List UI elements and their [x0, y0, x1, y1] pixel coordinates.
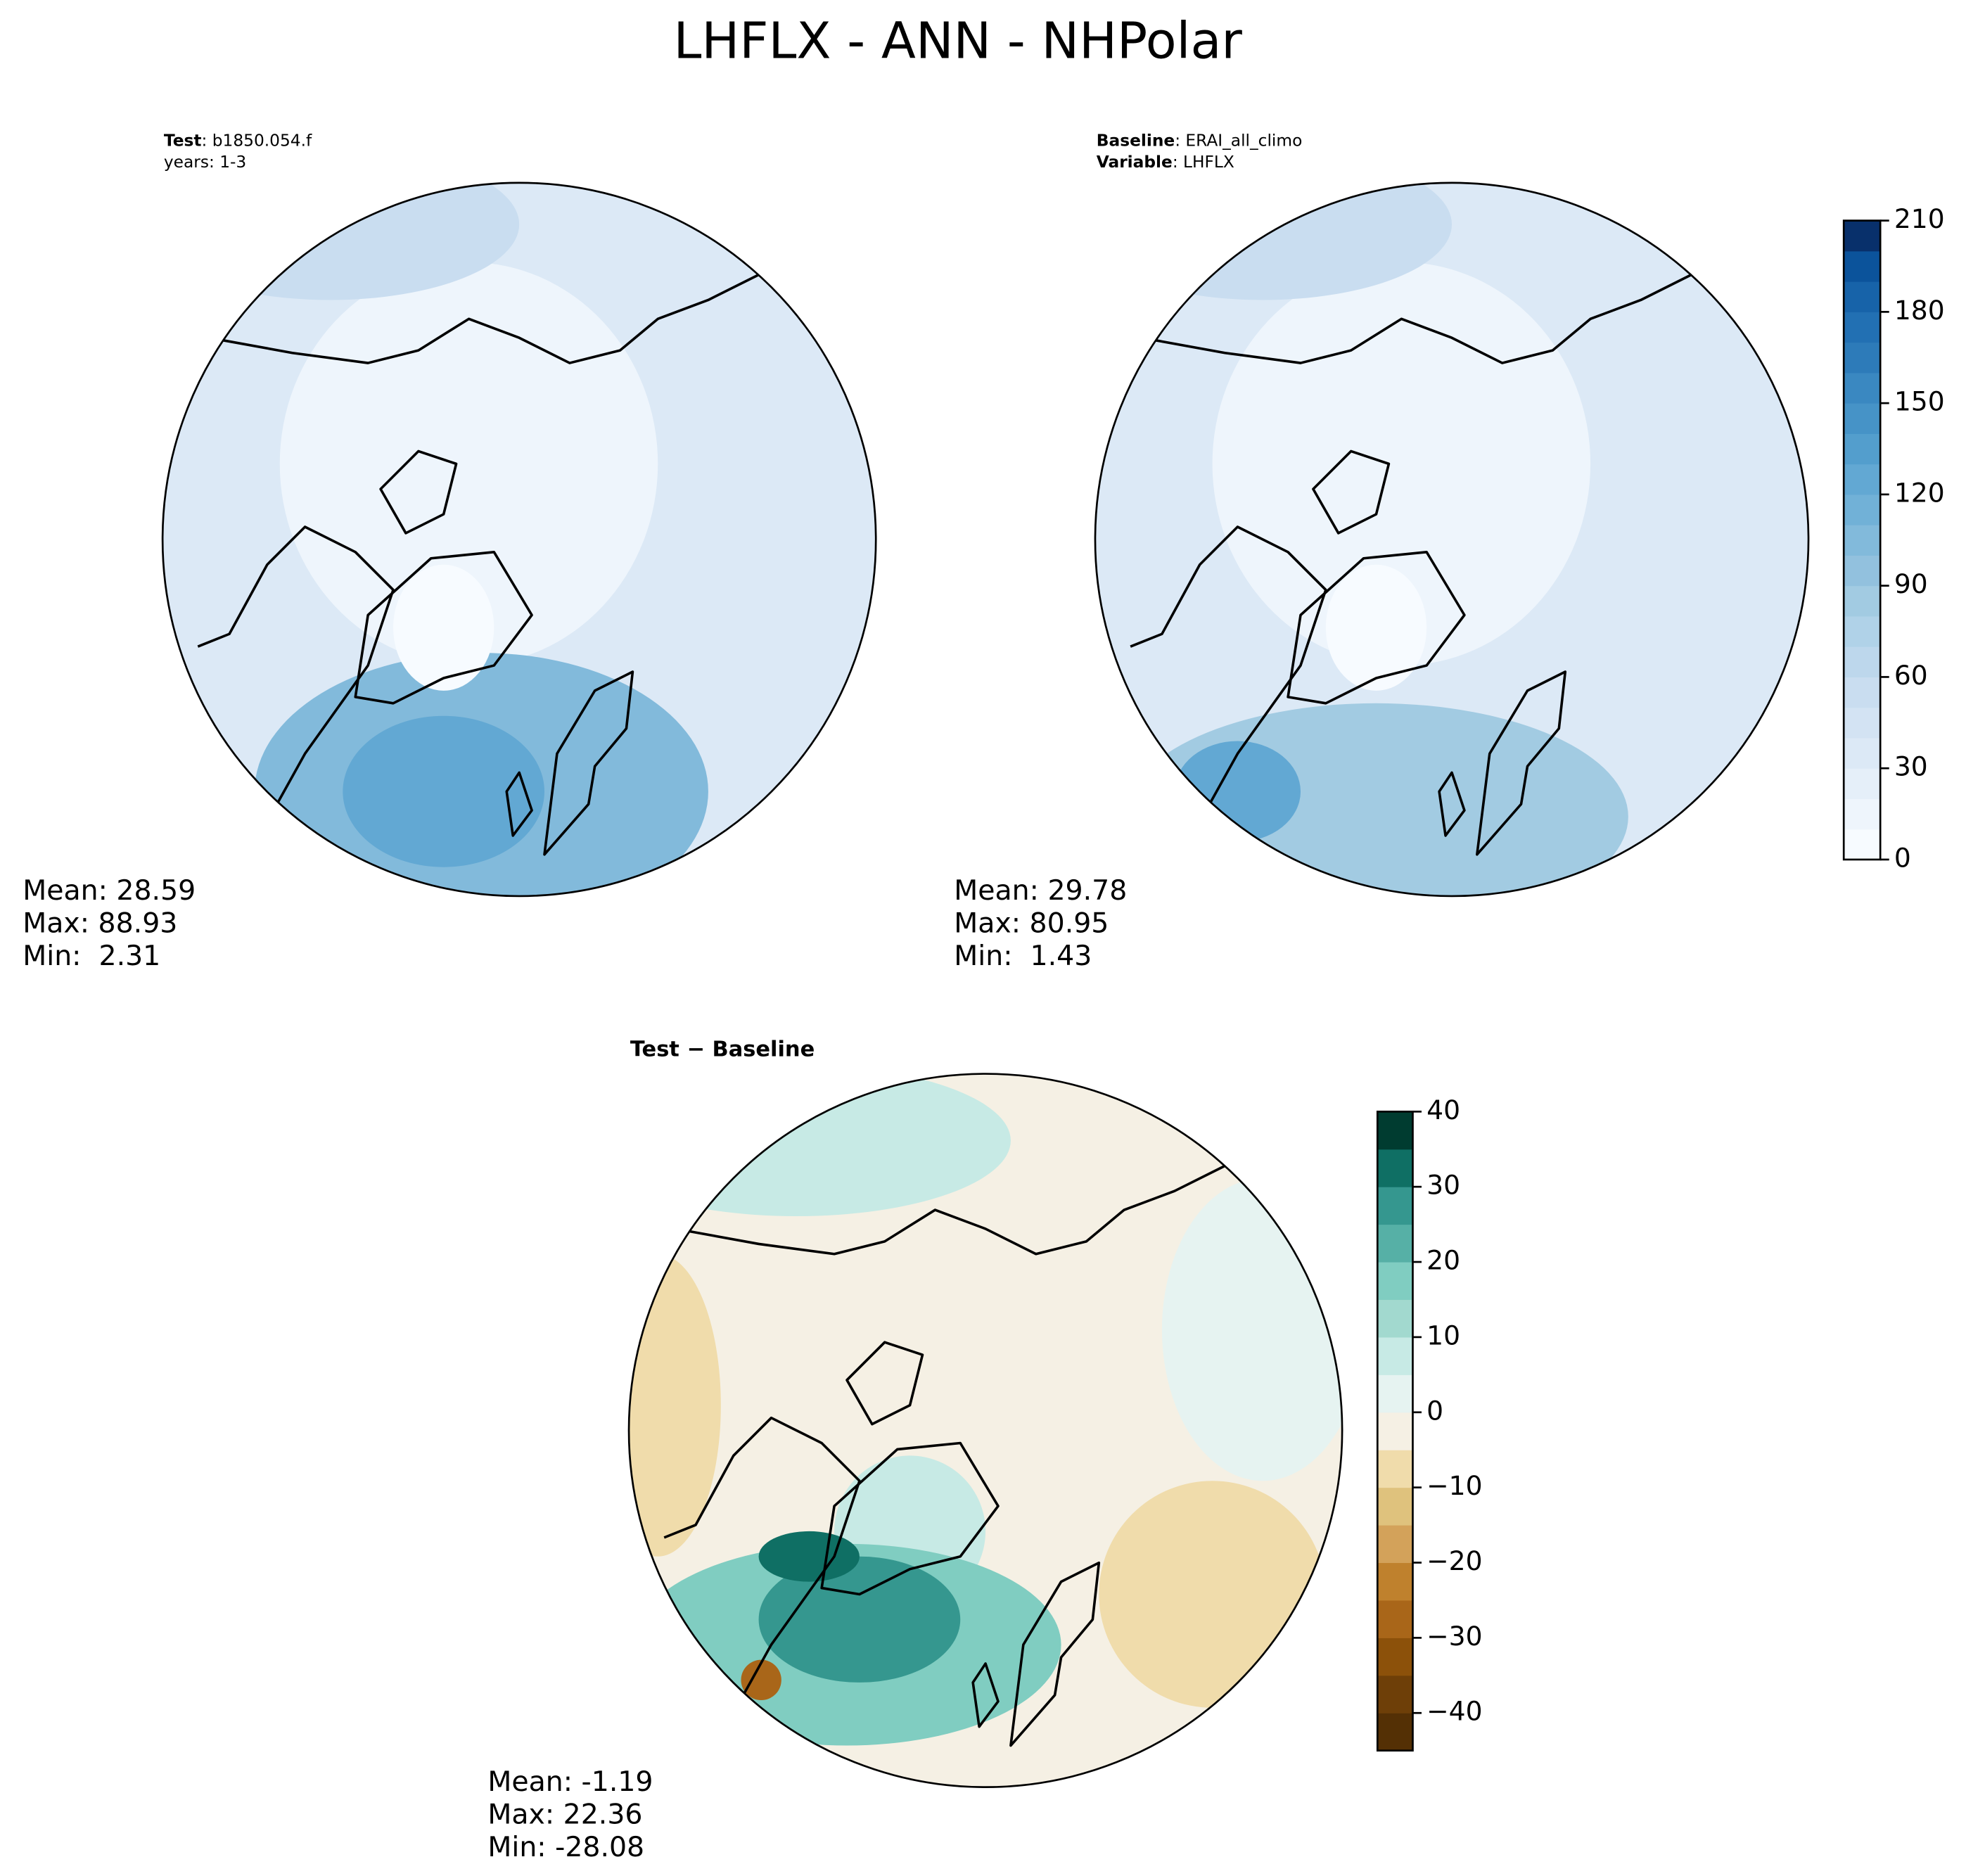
colorbar-tick-label: 0	[1894, 842, 1911, 873]
stat-line: Mean: 29.78	[954, 874, 1127, 907]
stat-line: Max: 80.95	[954, 907, 1109, 940]
map-baseline	[1094, 181, 1810, 898]
colorbar-band	[1377, 1675, 1413, 1714]
stat-line: Min: 2.31	[23, 940, 160, 972]
colorbar-band	[1844, 403, 1881, 434]
colorbar-band	[1377, 1336, 1413, 1375]
colorbar-tick-label: 120	[1894, 477, 1945, 508]
colorbar-band	[1844, 464, 1881, 495]
colorbar-tick-label: 210	[1894, 203, 1945, 234]
colorbar-band	[1844, 372, 1881, 404]
colorbar-tick-label: 10	[1426, 1320, 1460, 1351]
colorbar-band	[1377, 1638, 1413, 1676]
colorbar-band	[1844, 768, 1881, 799]
colorbar-band	[1377, 1224, 1413, 1263]
colorbar-tick-label: 40	[1426, 1095, 1460, 1125]
colorbar-tick-label: −40	[1426, 1696, 1482, 1727]
colorbar-tick-label: −10	[1426, 1470, 1482, 1501]
colorbar-band	[1377, 1713, 1413, 1751]
colorbar-band	[1844, 646, 1881, 677]
colorbar-band	[1377, 1149, 1413, 1187]
stat-line: Min: -28.08	[487, 1831, 644, 1863]
stat-line: Max: 22.36	[487, 1798, 642, 1830]
colorbar-tick-label: −20	[1426, 1545, 1482, 1576]
colorbar-tick-label: 150	[1894, 386, 1945, 417]
colorbar-band	[1844, 737, 1881, 769]
colorbar-band	[1844, 250, 1881, 282]
colorbar-band	[1377, 1262, 1413, 1301]
colorbar-band	[1844, 677, 1881, 708]
colorbar-tick-label: 0	[1426, 1395, 1443, 1426]
colorbar-band	[1844, 312, 1881, 343]
header-key: Test − Baseline	[630, 1037, 815, 1061]
panel-header: Test: b1850.054.f	[164, 131, 312, 150]
colorbar-band	[1377, 1525, 1413, 1564]
colorbar-frame	[1376, 1110, 1414, 1752]
header-text: : LHFLX	[1173, 153, 1234, 172]
colorbar-tick-label: 20	[1426, 1245, 1460, 1276]
header-text: : b1850.054.f	[201, 131, 312, 150]
colorbar-tick-label: 180	[1894, 295, 1945, 326]
stat-line: Mean: -1.19	[487, 1766, 653, 1798]
header-key: Baseline	[1097, 131, 1175, 150]
colorbar-band	[1844, 525, 1881, 556]
colorbar-tick-label: 30	[1894, 751, 1928, 782]
colorbar-band	[1377, 1412, 1413, 1450]
colorbar-band	[1377, 1111, 1413, 1150]
stat-line: Min: 1.43	[954, 940, 1092, 972]
colorbar-band	[1377, 1187, 1413, 1225]
colorbar-band	[1844, 585, 1881, 617]
colorbar-tick-label: 60	[1894, 660, 1928, 691]
colorbar-band	[1844, 220, 1881, 252]
colorbar-band	[1377, 1487, 1413, 1526]
header-text: years: 1-3	[164, 153, 246, 172]
colorbar-band	[1377, 1600, 1413, 1638]
colorbar-tick-label: 90	[1894, 568, 1928, 599]
colorbar-band	[1844, 281, 1881, 312]
stat-line: Max: 88.93	[23, 907, 177, 940]
colorbar-band	[1377, 1299, 1413, 1338]
colorbar-band	[1377, 1374, 1413, 1413]
panel-header: Test − Baseline	[630, 1037, 815, 1061]
panel-header: years: 1-3	[164, 153, 246, 172]
map-difference	[627, 1073, 1343, 1788]
figure-title: LHFLX - ANN - NHPolar	[673, 11, 1242, 70]
colorbar-frame	[1842, 219, 1882, 861]
colorbar-band	[1844, 707, 1881, 739]
header-key: Variable	[1097, 153, 1173, 172]
panel-header: Baseline: ERAI_all_climo	[1097, 131, 1303, 150]
colorbar-tick-label: 30	[1426, 1170, 1460, 1201]
colorbar-band	[1377, 1562, 1413, 1601]
colorbar-band	[1844, 494, 1881, 525]
map-test	[161, 181, 877, 898]
colorbar-band	[1844, 555, 1881, 587]
colorbar-band	[1844, 798, 1881, 830]
stat-line: Mean: 28.59	[23, 874, 196, 907]
header-text: : ERAI_all_climo	[1175, 131, 1302, 150]
colorbar-band	[1844, 342, 1881, 374]
colorbar-band	[1844, 615, 1881, 647]
colorbar-band	[1377, 1450, 1413, 1488]
panel-header: Variable: LHFLX	[1097, 153, 1234, 172]
colorbar-band	[1844, 433, 1881, 465]
header-key: Test	[164, 131, 202, 150]
colorbar-tick-label: −30	[1426, 1621, 1482, 1652]
colorbar-band	[1844, 829, 1881, 860]
